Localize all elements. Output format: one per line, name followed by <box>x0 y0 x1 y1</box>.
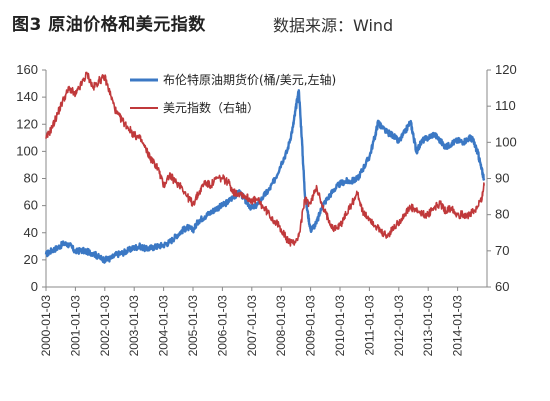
left-tick-label: 80 <box>24 171 38 186</box>
legend: 布伦特原油期货价(桶/美元,左轴) 美元指数（右轴） <box>130 72 336 115</box>
left-tick-label: 60 <box>24 198 38 213</box>
left-tick-label: 100 <box>16 143 38 158</box>
x-tick-label: 2005-01-03 <box>186 295 200 357</box>
x-tick-label: 2013-01-03 <box>421 295 435 357</box>
right-tick-label: 90 <box>495 171 509 186</box>
axes: 0 20 40 60 80 100 120 140 160 60 70 80 90 100 110 120 20… <box>16 62 516 356</box>
right-tick-label: 80 <box>495 207 509 222</box>
x-tick-label: 2012-01-03 <box>392 295 406 357</box>
x-tick-label: 2007-01-03 <box>245 295 259 357</box>
left-tick-label: 40 <box>24 225 38 240</box>
x-tick-label: 2002-01-03 <box>98 295 112 357</box>
right-tick-label: 60 <box>495 279 509 294</box>
x-tick-label: 2010-01-03 <box>333 295 347 357</box>
left-tick-label: 0 <box>31 279 38 294</box>
usd-index-line <box>45 71 485 247</box>
left-tick-label: 140 <box>16 89 38 104</box>
oil-price-line <box>44 89 486 264</box>
right-tick-label: 120 <box>495 62 517 77</box>
x-tick-label: 2011-01-03 <box>362 295 376 356</box>
right-tick-label: 110 <box>495 98 516 113</box>
right-tick-label: 70 <box>495 243 509 258</box>
x-tick-label: 2009-01-03 <box>304 295 318 357</box>
right-tick-label: 100 <box>495 134 517 149</box>
legend-label: 美元指数（右轴） <box>163 100 259 115</box>
x-tick-label: 2004-01-03 <box>157 295 171 357</box>
legend-label: 布伦特原油期货价(桶/美元,左轴) <box>163 72 336 87</box>
x-tick-label: 2001-01-03 <box>68 295 82 357</box>
x-tick-label: 2000-01-03 <box>39 295 53 357</box>
x-tick-label: 2003-01-03 <box>127 295 141 357</box>
page-title: 图3 原油价格和美元指数 <box>12 15 206 35</box>
x-tick-label: 2014-01-03 <box>451 295 465 357</box>
x-tick-label: 2006-01-03 <box>215 295 229 357</box>
left-tick-label: 160 <box>16 62 38 77</box>
x-tick-label: 2008-01-03 <box>274 295 288 357</box>
series-layer <box>44 71 486 264</box>
data-source-label: 数据来源：Wind <box>273 16 394 35</box>
left-tick-label: 20 <box>24 252 38 267</box>
left-tick-label: 120 <box>16 116 38 131</box>
